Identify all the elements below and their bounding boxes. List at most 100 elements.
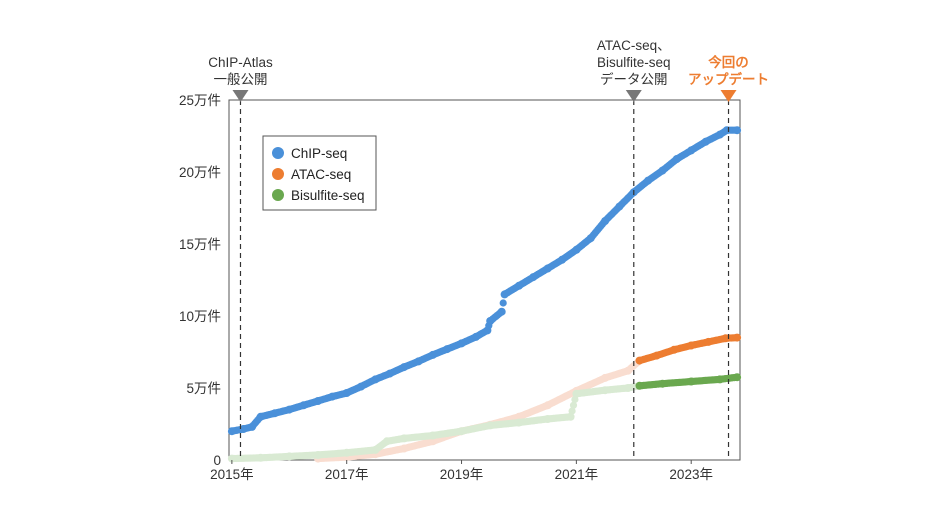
annotation-text: ChIP-Atlas: [208, 55, 273, 70]
data-point-key: [248, 422, 256, 431]
data-point-key: [471, 332, 480, 341]
data-point-key: [314, 451, 322, 459]
data-point-key: [687, 377, 696, 386]
series-bisulfite-seq-group: [227, 373, 742, 463]
data-point-key: [635, 356, 644, 365]
data-point-key: [601, 386, 610, 395]
release-marker-triangle: [720, 90, 737, 102]
data-point-key: [601, 373, 610, 382]
legend-label: Bisulfite-seq: [291, 188, 365, 203]
x-tick-label: 2021年: [555, 467, 599, 482]
data-point-key: [615, 202, 624, 211]
data-point-key: [529, 273, 538, 282]
y-tick-label: 25万件: [179, 93, 221, 108]
data-point-key: [428, 350, 437, 359]
data-point-key: [644, 176, 653, 185]
data-point-key: [457, 339, 466, 348]
y-axis: 0 5万件 10万件 15万件 20万件 25万件: [179, 93, 221, 468]
x-tick-label: 2023年: [669, 467, 713, 482]
legend-marker: [272, 168, 284, 180]
data-point-key: [566, 412, 575, 421]
data-point-key: [328, 392, 337, 401]
data-point-key: [687, 146, 696, 155]
data-point-key: [497, 307, 506, 316]
data-point-key: [658, 166, 667, 175]
data-point-key: [227, 427, 236, 436]
data-point-key: [285, 405, 294, 414]
annotation-text: 一般公開: [213, 72, 267, 87]
annotations: ChIP-Atlas 一般公開 ATAC-seq、 Bisulfite-seqデータ公…: [208, 38, 769, 102]
legend-label: ChIP-seq: [291, 146, 347, 161]
data-point-key: [270, 409, 279, 418]
data-point-key: [486, 421, 495, 430]
data-point-key: [721, 334, 730, 343]
release-marker-triangle: [232, 90, 249, 102]
data-point-key: [299, 401, 308, 410]
data-point-key: [687, 341, 696, 350]
y-tick-label: 5万件: [186, 381, 221, 396]
annotation-text: ATAC-seq、: [597, 38, 671, 53]
series-chip-seq-group: [227, 126, 742, 436]
data-point-key: [483, 326, 492, 335]
data-point-key: [572, 389, 581, 398]
data-point-key: [256, 453, 265, 462]
data-point: [499, 299, 507, 307]
data-point-key: [239, 425, 248, 433]
data-point-key: [586, 234, 595, 243]
data-point-key: [624, 366, 632, 375]
data-point-key: [543, 264, 552, 273]
data-point-key: [635, 381, 644, 390]
data-point-key: [672, 155, 681, 163]
data-point-key: [701, 137, 710, 146]
legend-marker: [272, 189, 284, 201]
data-point-key: [357, 382, 366, 391]
data-point-key: [658, 379, 667, 388]
data-point-key: [543, 415, 552, 423]
y-tick-label: 10万件: [179, 309, 221, 324]
x-tick-label: 2017年: [325, 467, 369, 482]
data-point-key: [733, 373, 742, 382]
data-point-key: [400, 363, 409, 372]
data-point-key: [428, 431, 437, 440]
annotation-text: Bisulfite-seq: [597, 55, 671, 70]
y-tick-label: 15万件: [179, 237, 221, 252]
data-point-key: [285, 452, 294, 461]
data-point-pre-release: [568, 407, 576, 415]
data-point-key: [704, 337, 713, 346]
data-point-key: [558, 255, 566, 264]
data-point-key: [601, 217, 610, 225]
data-point-key: [371, 375, 380, 384]
data-point-key: [572, 245, 581, 254]
legend-label: ATAC-seq: [291, 167, 351, 182]
x-axis: 2015年 2017年 2019年 2021年 2023年: [210, 460, 713, 482]
y-tick-label: 20万件: [179, 165, 221, 180]
data-point-key: [342, 448, 351, 457]
legend: ChIP-seq ATAC-seq Bisulfite-seq: [262, 135, 377, 211]
data-point-key: [733, 333, 742, 342]
annotation-text: 今回の: [708, 54, 749, 70]
data-point-key: [722, 126, 731, 135]
data-point-key: [715, 130, 724, 139]
annotation-text: データ公開: [600, 71, 668, 87]
data-point-key: [543, 401, 552, 410]
data-point-key: [382, 437, 391, 446]
data-point-key: [400, 434, 409, 443]
legend-marker: [272, 147, 284, 159]
series-layer: [227, 126, 742, 463]
data-point-key: [457, 427, 466, 436]
data-point-key: [227, 454, 236, 463]
data-point-pre-release: [569, 401, 578, 409]
plot-area: [228, 99, 741, 461]
data-point-key: [385, 369, 394, 378]
data-point-key: [256, 412, 265, 421]
data-point-key: [514, 418, 523, 427]
data-point-key: [670, 345, 678, 354]
data-point-key: [514, 281, 523, 290]
x-tick-label: 2019年: [440, 467, 484, 482]
data-point-key: [342, 389, 351, 397]
data-point-key: [371, 445, 380, 454]
data-point-key: [624, 384, 632, 392]
x-tick-label: 2015年: [210, 467, 254, 482]
data-point-key: [314, 397, 322, 405]
